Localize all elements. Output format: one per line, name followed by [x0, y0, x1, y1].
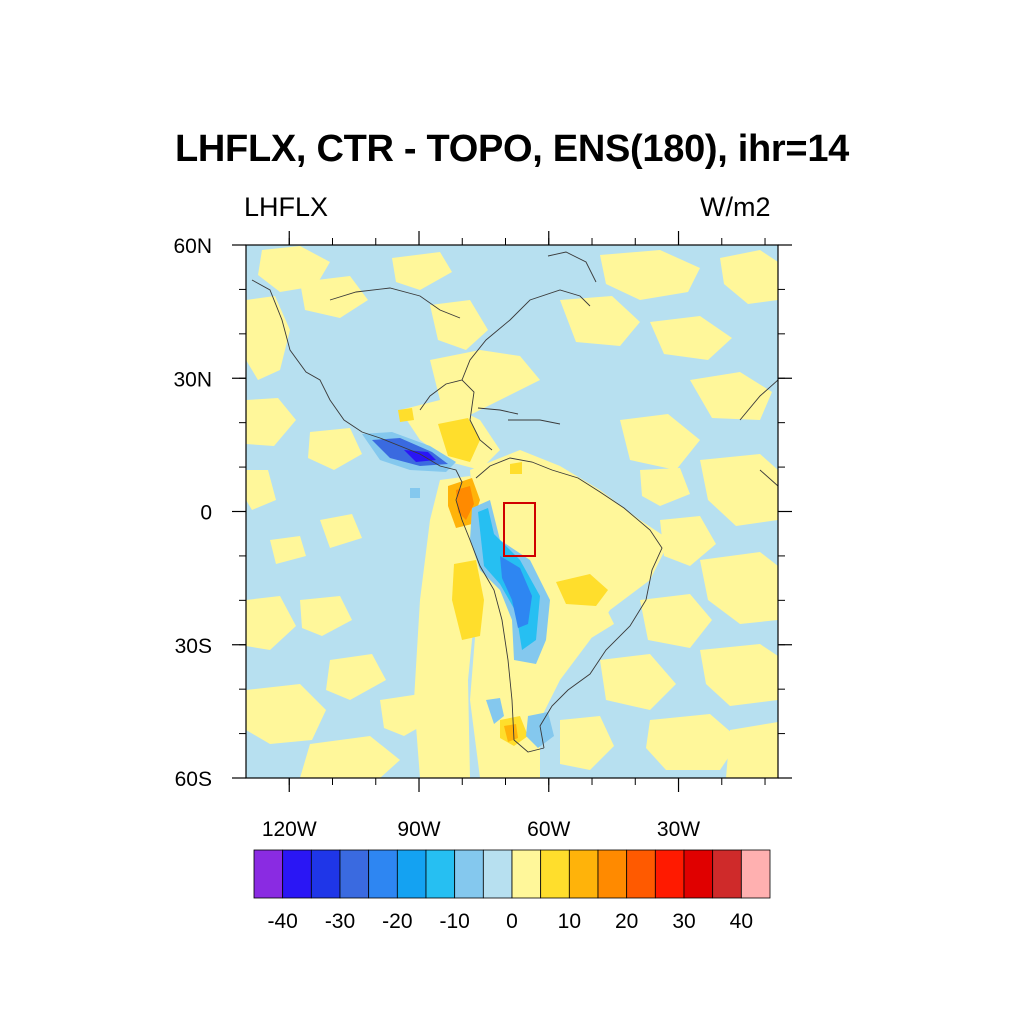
argentina-coast-negative: [526, 712, 554, 748]
lon-tick-label: 60W: [527, 818, 570, 841]
colorbar-swatch: [310, 849, 341, 899]
variable-subtitle: LHFLX: [244, 192, 329, 222]
colorbar-swatch: [626, 849, 656, 899]
lon-tick-label: 120W: [262, 818, 317, 841]
colorbar-label: 20: [615, 910, 638, 933]
colorbar-swatch: [282, 849, 312, 899]
colorbar-label: 40: [730, 910, 753, 933]
colorbar-swatch: [540, 849, 570, 899]
colorbar-swatch: [339, 849, 370, 899]
colorbar-swatch: [568, 849, 599, 899]
colorbar-swatch: [740, 849, 771, 899]
colorbar-swatch: [712, 849, 742, 899]
galapagos-negative: [410, 488, 420, 498]
colorbar-swatch: [368, 849, 398, 899]
colorbar-swatch: [454, 849, 484, 899]
units-subtitle: W/m2: [700, 192, 771, 222]
chile-south-negative: [486, 698, 504, 724]
south-america-weak-positive: [470, 450, 670, 778]
colorbar-swatch: [654, 849, 685, 899]
moderate-positive-features: [398, 408, 608, 746]
colorbar-label: -40: [267, 910, 297, 933]
colorbar-label: 30: [672, 910, 695, 933]
colorbar-swatch: [683, 849, 714, 899]
colorbar-swatch: [425, 849, 456, 899]
lat-tick-label: 30N: [173, 368, 212, 391]
axis-ticks: 120W 90W 60W 30W 60N 30N 0 30S 60S: [173, 231, 792, 841]
coastlines: [251, 251, 778, 753]
colorbar: -40 -30 -20 -10 0 10 20 30 40: [253, 849, 771, 933]
colombia-coast-positive-core: [456, 486, 474, 520]
patagonia-positive-core: [504, 724, 518, 742]
colorbar-label: 0: [506, 910, 518, 933]
lon-tick-label: 90W: [397, 818, 440, 841]
colorbar-swatch: [597, 849, 628, 899]
lat-tick-label: 60N: [173, 235, 212, 258]
highlight-region-box: [503, 502, 536, 557]
weak-positive-patches: [246, 246, 778, 778]
lat-tick-label: 30S: [175, 635, 212, 658]
colorbar-swatch: [253, 849, 284, 899]
plot-title: LHFLX, CTR - TOPO, ENS(180), ihr=14: [175, 128, 849, 170]
colorbar-swatch: [511, 849, 542, 899]
colorbar-label: -20: [382, 910, 412, 933]
southeast-pacific-band: [414, 476, 480, 778]
colorbar-label: -10: [439, 910, 469, 933]
map-panel: [246, 245, 778, 778]
lat-tick-label: 60S: [175, 768, 212, 791]
lon-tick-label: 30W: [657, 818, 700, 841]
andes-negative-core: [500, 556, 532, 628]
colorbar-label: -30: [325, 910, 355, 933]
north-america-weak-positive: [430, 350, 540, 420]
lat-tick-label: 0: [200, 502, 212, 525]
colorbar-swatch: [482, 849, 513, 899]
colorbar-swatch: [396, 849, 427, 899]
colorbar-label: 10: [558, 910, 581, 933]
